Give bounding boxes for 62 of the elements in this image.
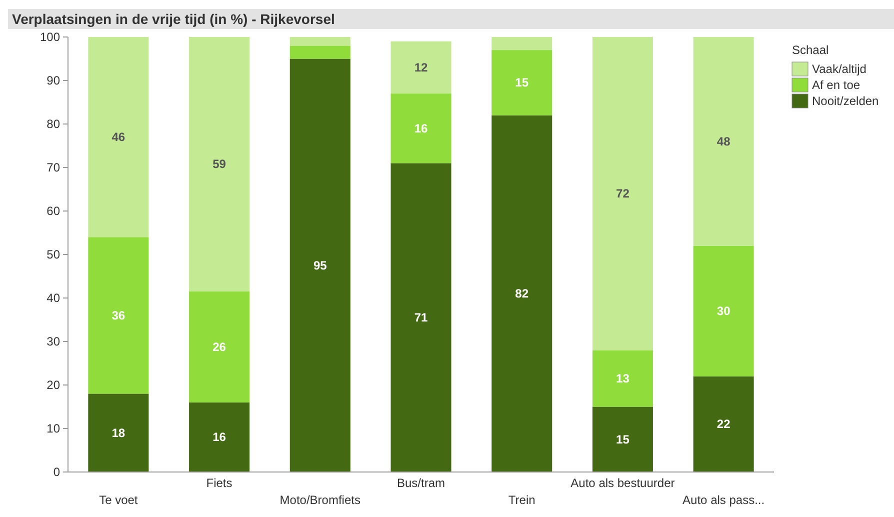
data-label: 16 — [414, 121, 428, 136]
x-tick-label: Te voet — [99, 493, 138, 507]
bar — [290, 37, 350, 46]
chart-title: Verplaatsingen in de vrije tijd (in %) - Rijkevorsel — [12, 11, 335, 27]
data-label: 15 — [515, 76, 529, 90]
data-label: 12 — [414, 60, 428, 74]
bar — [693, 376, 754, 472]
x-tick-label: Auto als bestuurder — [570, 476, 675, 490]
bar — [390, 163, 452, 472]
x-tick-label: Auto als pass... — [682, 493, 765, 507]
data-label: 72 — [616, 186, 630, 201]
data-label: 22 — [716, 417, 731, 432]
data-label: 13 — [616, 371, 630, 386]
y-tick-label: 40 — [46, 291, 60, 305]
y-tick-label: 70 — [46, 160, 60, 174]
bar — [592, 406, 653, 472]
bar — [290, 46, 350, 59]
bar — [189, 402, 250, 472]
bar — [492, 50, 552, 116]
data-label: 16 — [212, 430, 226, 444]
bar — [492, 37, 552, 50]
y-tick-label: 50 — [46, 248, 60, 262]
x-tick-label: Fiets — [206, 476, 232, 490]
data-label: 82 — [515, 286, 529, 301]
y-tick-label: 20 — [46, 378, 60, 392]
y-tick-label: 90 — [46, 74, 60, 88]
bar — [693, 246, 754, 376]
x-tick-label: Moto/Bromfiets — [280, 493, 360, 507]
y-tick-label: 30 — [46, 334, 60, 348]
legend-label: Af en toe — [812, 78, 860, 92]
bar — [492, 115, 552, 472]
legend-label: Nooit/zelden — [812, 94, 879, 108]
bar — [390, 41, 452, 94]
bar — [592, 37, 653, 350]
data-label: 36 — [112, 308, 126, 322]
bar — [693, 37, 754, 246]
data-label: 26 — [212, 340, 226, 354]
data-label: 18 — [112, 426, 126, 440]
data-label: 30 — [716, 304, 731, 318]
y-tick-label: 100 — [40, 30, 60, 44]
data-label: 95 — [313, 258, 328, 272]
data-label: 59 — [212, 157, 226, 172]
data-label: 15 — [616, 432, 630, 446]
y-tick-label: 0 — [53, 465, 60, 479]
bar — [189, 37, 250, 292]
bar — [88, 394, 149, 472]
bar — [290, 58, 350, 472]
y-tick-label: 10 — [46, 422, 60, 436]
bar — [592, 350, 653, 407]
bar — [88, 37, 149, 238]
x-tick-label: Bus/tram — [396, 476, 446, 490]
bar — [88, 237, 149, 394]
bar — [390, 94, 452, 164]
legend-title: Schaal — [792, 43, 829, 57]
x-tick-label: Trein — [508, 493, 536, 507]
y-tick-label: 60 — [46, 204, 60, 218]
data-label: 48 — [716, 134, 731, 148]
bar — [189, 291, 250, 402]
legend-label: Vaak/altijd — [812, 62, 866, 76]
y-tick-label: 80 — [46, 117, 60, 131]
data-label: 71 — [414, 310, 428, 325]
data-label: 46 — [112, 130, 126, 144]
